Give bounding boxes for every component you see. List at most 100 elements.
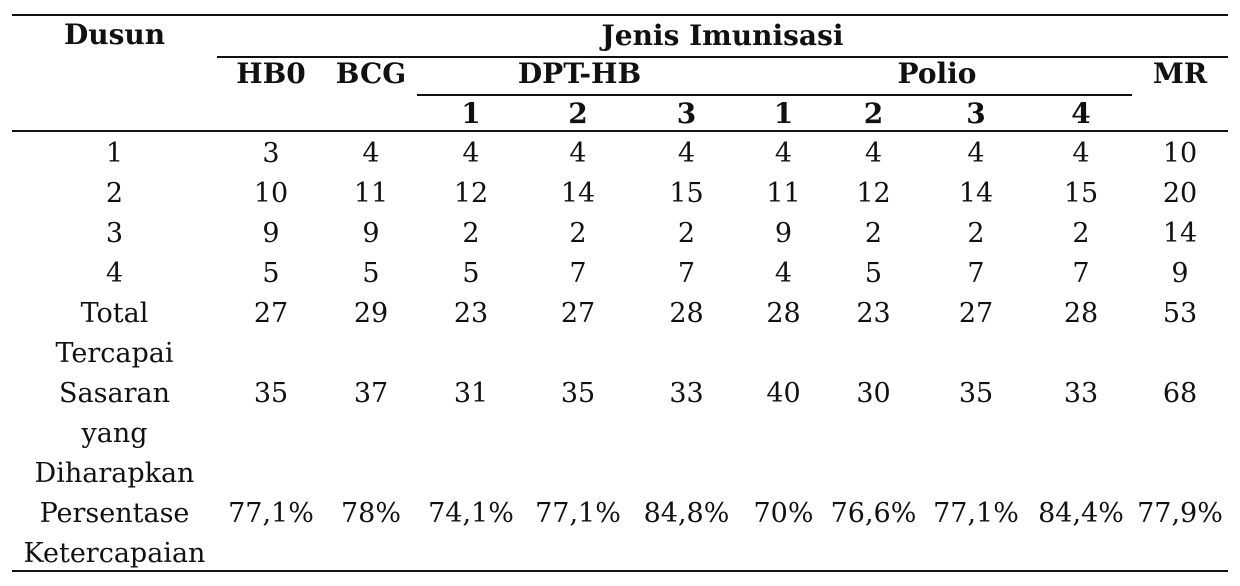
table-cell: 4 xyxy=(677,138,696,169)
sasaran-cell: 30 xyxy=(856,378,891,409)
table-cell: 7 xyxy=(1072,258,1090,289)
sasaran-cell: 33 xyxy=(1063,378,1099,409)
sasaran-cell: 68 xyxy=(1162,378,1198,409)
table-cell: 2 xyxy=(569,218,587,249)
header-bcg: BCG xyxy=(335,57,407,90)
persentase-cell: 76,6% xyxy=(830,498,917,529)
sasaran-label-line: yang xyxy=(81,418,148,449)
table-cell: 2 xyxy=(677,218,696,249)
table-cell: 4 xyxy=(774,138,793,169)
sasaran-label-line: Sasaran xyxy=(59,378,170,409)
sasaran-cell: 37 xyxy=(353,378,389,409)
header-dpt-dose: 2 xyxy=(568,97,588,130)
table-cell: 4 xyxy=(864,138,883,169)
persentase-cell: 78% xyxy=(340,498,401,529)
sasaran-cell: 31 xyxy=(453,378,489,409)
total-cell: 23 xyxy=(453,298,489,329)
table-cell: 4 xyxy=(569,138,587,169)
table-cell: 3 xyxy=(262,138,280,169)
row-label: 2 xyxy=(105,178,124,209)
header-polio-dose: 1 xyxy=(773,97,794,130)
table-cell: 10 xyxy=(1162,138,1198,169)
persentase-label-line: Persentase xyxy=(39,498,190,529)
dose-rule xyxy=(417,94,1132,96)
immunization-table: Dusun Jenis Imunisasi HB0 BCG DPT-HB Pol… xyxy=(12,0,1228,586)
header-dpt-hb: DPT-HB xyxy=(517,57,642,90)
table-cell: 10 xyxy=(253,178,289,209)
sasaran-cell: 40 xyxy=(766,378,801,409)
total-cell: 27 xyxy=(958,298,994,329)
sasaran-cell: 33 xyxy=(669,378,704,409)
total-cell: 23 xyxy=(856,298,891,329)
sasaran-cell: 35 xyxy=(560,378,596,409)
persentase-cell: 84,8% xyxy=(643,498,730,529)
persentase-label-line: Ketercapaian xyxy=(23,538,206,569)
table-cell: 7 xyxy=(677,258,696,289)
persentase-cell: 77,1% xyxy=(228,498,314,529)
sasaran-cell: 35 xyxy=(958,378,994,409)
top-rule xyxy=(12,14,1228,16)
row-label: 4 xyxy=(105,258,124,289)
total-cell: 28 xyxy=(669,298,704,329)
table-cell: 7 xyxy=(967,258,985,289)
table-cell: 12 xyxy=(856,178,891,209)
header-bottom-rule xyxy=(12,130,1228,132)
bottom-rule xyxy=(12,570,1228,572)
header-jenis-imunisasi: Jenis Imunisasi xyxy=(601,19,844,52)
total-cell: 27 xyxy=(253,298,289,329)
table-cell: 2 xyxy=(864,218,883,249)
header-dpt-dose: 3 xyxy=(676,97,697,130)
table-cell: 4 xyxy=(774,258,793,289)
table-cell: 15 xyxy=(669,178,704,209)
table-cell: 9 xyxy=(1171,258,1189,289)
table-cell: 9 xyxy=(262,218,280,249)
table-cell: 5 xyxy=(462,258,480,289)
total-cell: 28 xyxy=(766,298,801,329)
table-cell: 4 xyxy=(967,138,985,169)
header-dpt-dose: 1 xyxy=(461,97,481,130)
group-rule xyxy=(217,56,1228,58)
table-cell: 9 xyxy=(362,218,380,249)
table-cell: 14 xyxy=(560,178,596,209)
total-label-line: Tercapai xyxy=(55,338,174,369)
table-cell: 4 xyxy=(462,138,480,169)
header-polio-dose: 3 xyxy=(966,97,986,130)
sasaran-cell: 35 xyxy=(253,378,289,409)
persentase-cell: 70% xyxy=(753,498,814,529)
persentase-cell: 74,1% xyxy=(428,498,514,529)
table-cell: 5 xyxy=(864,258,883,289)
table-cell: 5 xyxy=(362,258,380,289)
persentase-cell: 77,1% xyxy=(535,498,621,529)
header-hb0: HB0 xyxy=(236,57,306,90)
header-polio-dose: 4 xyxy=(1071,97,1091,130)
table-cell: 4 xyxy=(362,138,380,169)
header-polio: Polio xyxy=(897,57,977,90)
total-label-line: Total xyxy=(80,298,149,329)
table-cell: 15 xyxy=(1063,178,1099,209)
total-cell: 27 xyxy=(560,298,596,329)
header-polio-dose: 2 xyxy=(863,97,884,130)
table-cell: 4 xyxy=(1072,138,1090,169)
table-cell: 5 xyxy=(262,258,280,289)
sasaran-label-line: Diharapkan xyxy=(34,458,195,489)
table-cell: 2 xyxy=(1072,218,1090,249)
header-dusun: Dusun xyxy=(63,18,166,51)
table-cell: 7 xyxy=(569,258,587,289)
row-label: 1 xyxy=(105,138,124,169)
persentase-cell: 77,1% xyxy=(933,498,1019,529)
table-cell: 2 xyxy=(462,218,480,249)
total-cell: 28 xyxy=(1063,298,1099,329)
row-label: 3 xyxy=(105,218,124,249)
total-cell: 53 xyxy=(1162,298,1198,329)
table-cell: 14 xyxy=(958,178,994,209)
table-cell: 11 xyxy=(766,178,801,209)
table-cell: 20 xyxy=(1162,178,1198,209)
table-cell: 11 xyxy=(353,178,389,209)
persentase-cell: 84,4% xyxy=(1038,498,1124,529)
table-cell: 9 xyxy=(774,218,793,249)
table-cell: 2 xyxy=(967,218,985,249)
persentase-cell: 77,9% xyxy=(1137,498,1223,529)
table-cell: 12 xyxy=(453,178,489,209)
table-cell: 14 xyxy=(1162,218,1198,249)
total-cell: 29 xyxy=(353,298,389,329)
